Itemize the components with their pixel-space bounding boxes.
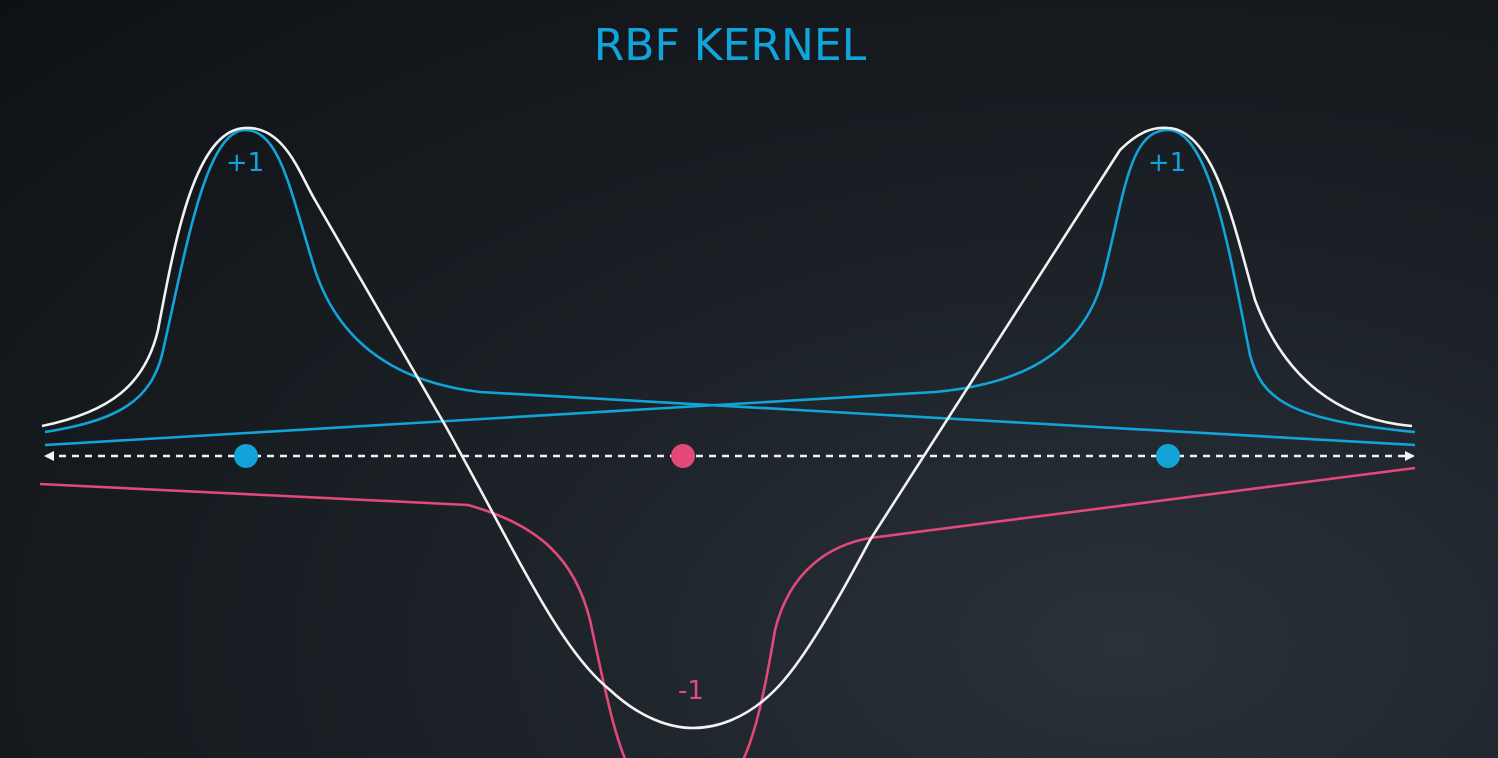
combined-decision-curve	[41, 126, 1413, 730]
negative-rbf-curve	[39, 466, 1416, 758]
trough-label: -1	[678, 676, 704, 706]
right-rbf-curve	[44, 128, 1416, 447]
left-peak-label: +1	[226, 148, 264, 178]
left-rbf-curve	[44, 128, 1416, 447]
negative-point-center	[671, 444, 695, 468]
diagram-title: RBF KERNEL	[593, 20, 867, 71]
positive-point-left	[234, 444, 258, 468]
right-peak-label: +1	[1148, 148, 1186, 178]
positive-point-right	[1156, 444, 1180, 468]
